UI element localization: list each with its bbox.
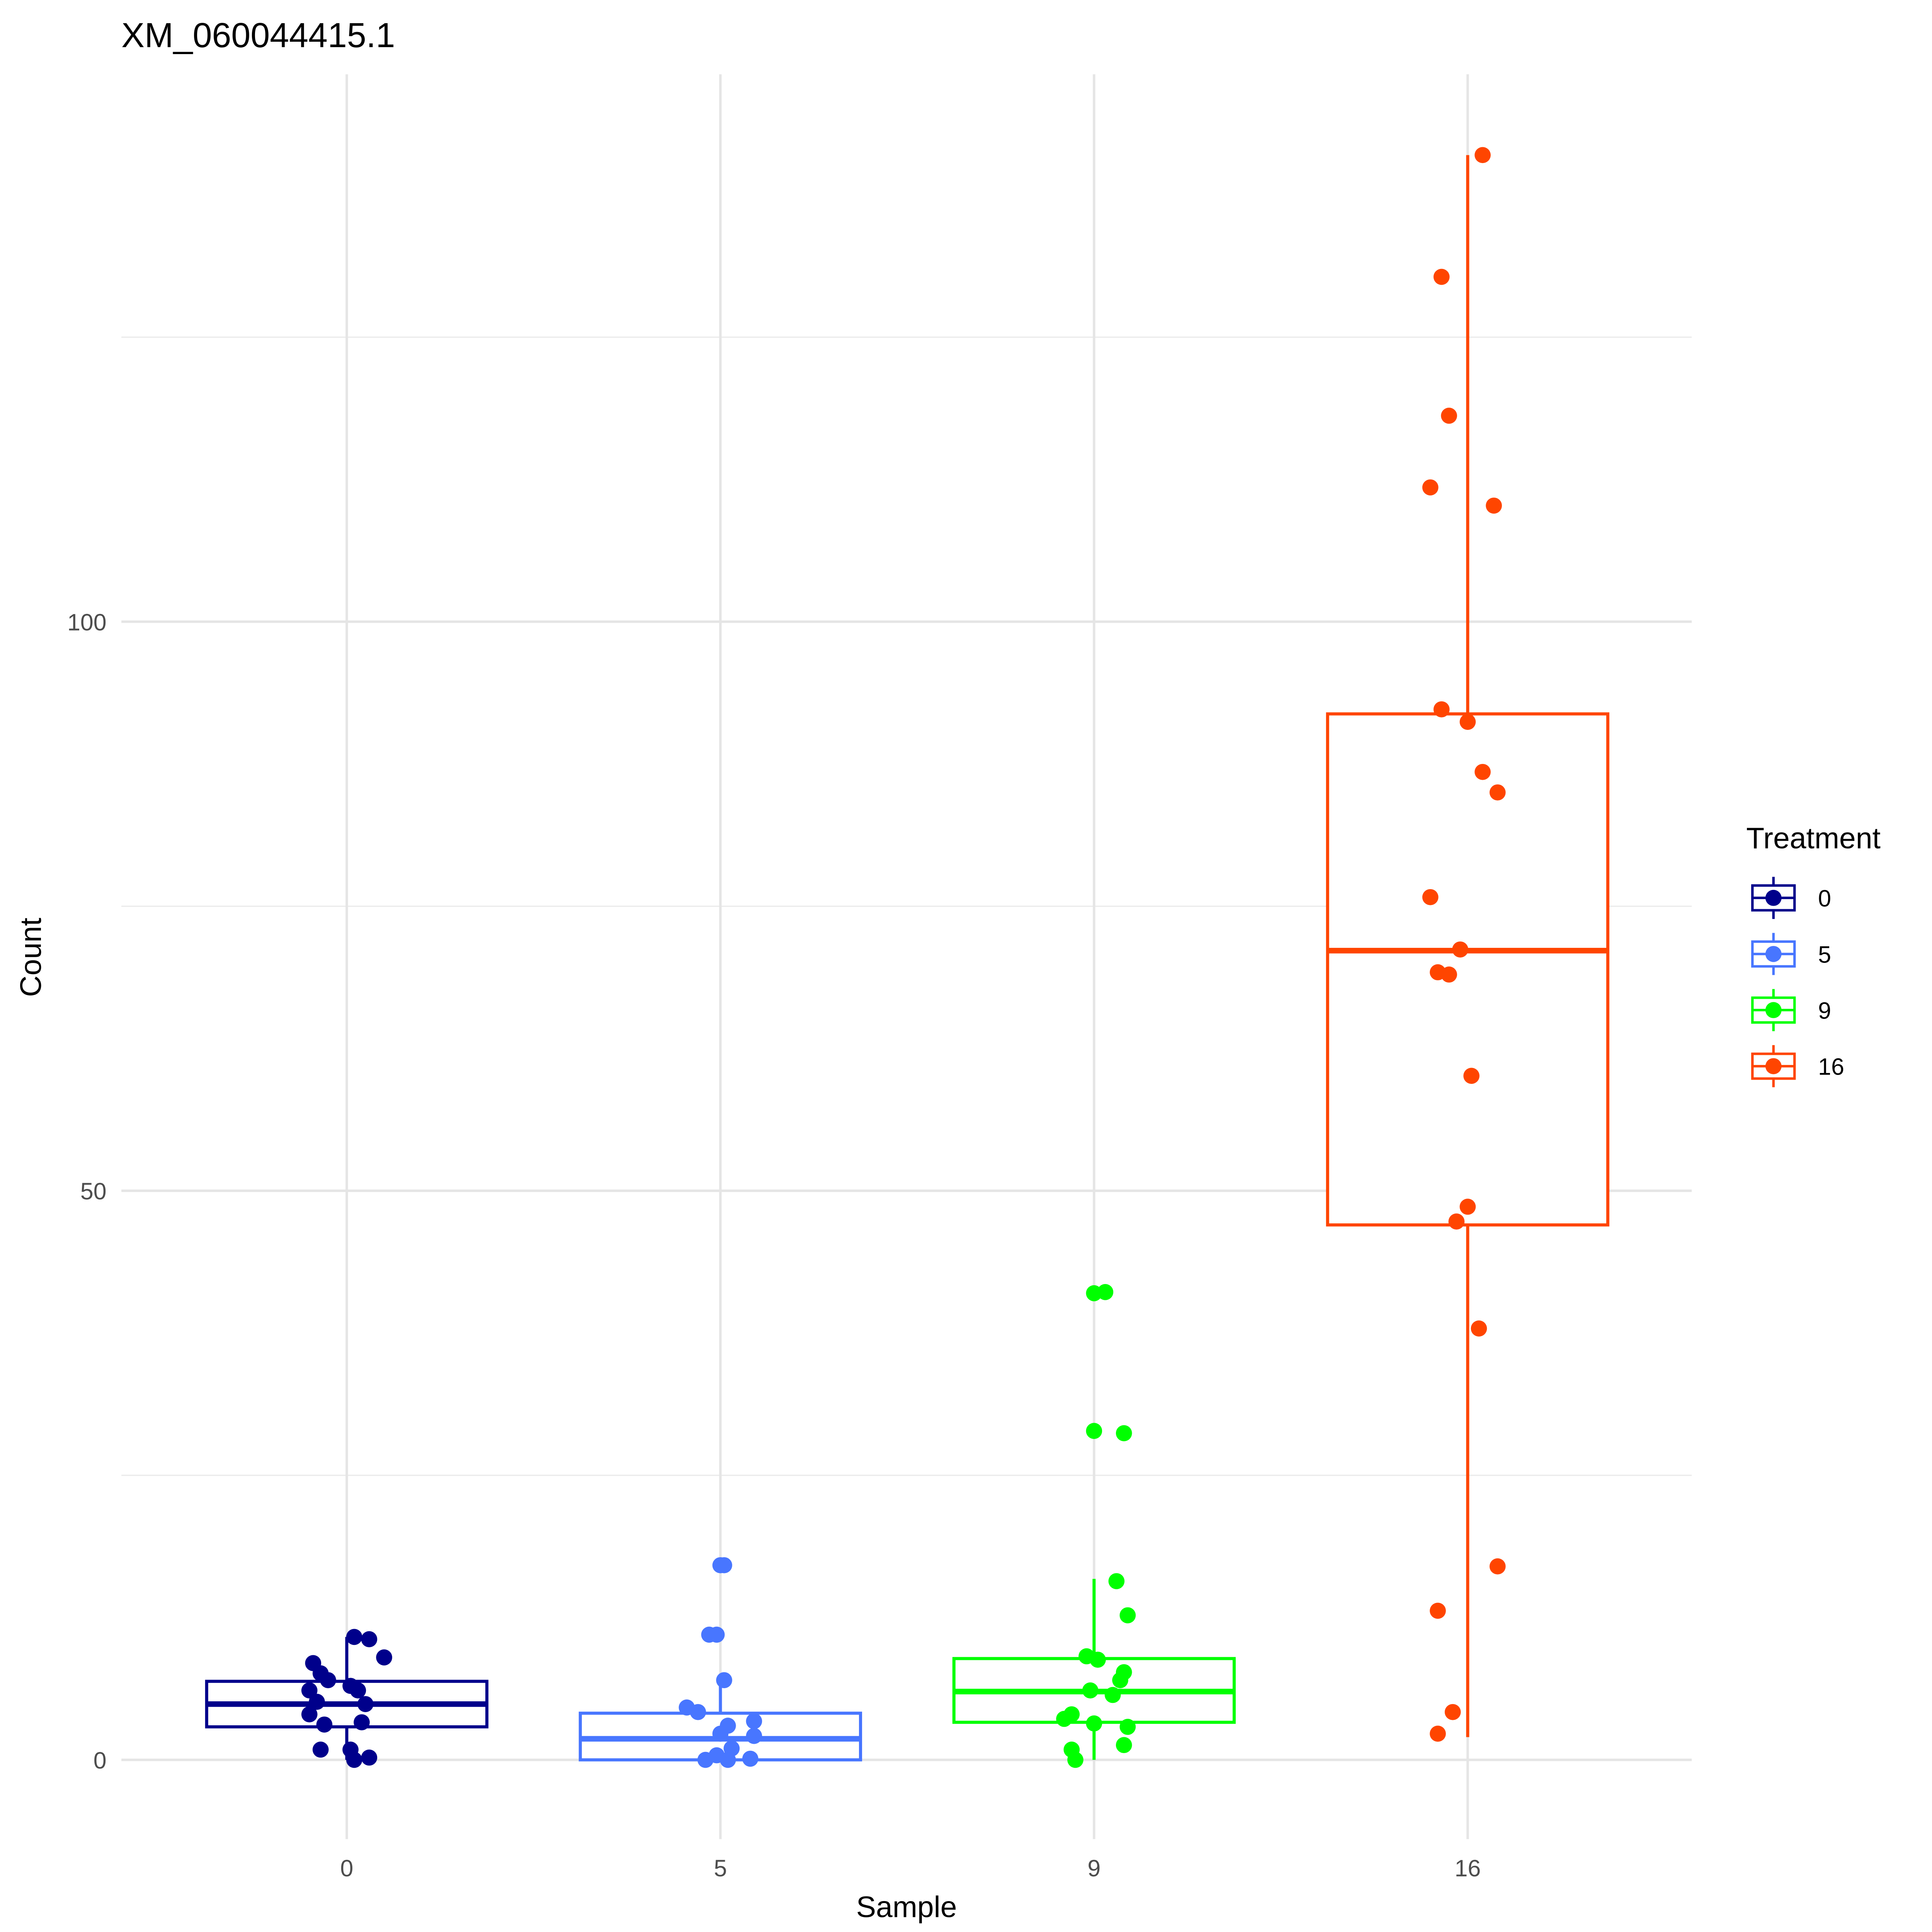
data-point bbox=[312, 1742, 329, 1758]
legend-label: 5 bbox=[1818, 941, 1831, 968]
data-point bbox=[1489, 1558, 1506, 1575]
data-point bbox=[1486, 497, 1502, 514]
y-tick-label: 100 bbox=[67, 609, 107, 635]
data-point bbox=[1422, 479, 1439, 496]
data-point bbox=[357, 1696, 374, 1712]
data-point bbox=[1104, 1687, 1121, 1703]
data-point bbox=[301, 1682, 318, 1699]
x-tick-label: 16 bbox=[1455, 1855, 1481, 1881]
data-point bbox=[1448, 1213, 1465, 1230]
data-point bbox=[716, 1557, 732, 1573]
data-point bbox=[742, 1750, 759, 1767]
data-point bbox=[1116, 1425, 1132, 1441]
data-point bbox=[1459, 1199, 1476, 1215]
data-point bbox=[346, 1752, 362, 1768]
data-point bbox=[1097, 1284, 1114, 1300]
data-point bbox=[316, 1716, 333, 1733]
chart-title: XM_060044415.1 bbox=[121, 16, 395, 55]
data-point bbox=[1112, 1672, 1128, 1689]
data-point bbox=[1108, 1573, 1125, 1589]
data-point bbox=[1067, 1752, 1083, 1768]
legend-title: Treatment bbox=[1746, 822, 1881, 855]
legend-key-point bbox=[1765, 889, 1782, 906]
y-axis-label: Count bbox=[14, 918, 48, 997]
data-point bbox=[1082, 1682, 1099, 1699]
data-point bbox=[746, 1728, 762, 1744]
data-point bbox=[1086, 1423, 1102, 1439]
data-point bbox=[1471, 1320, 1487, 1337]
data-point bbox=[1444, 1704, 1461, 1720]
legend-key-point bbox=[1765, 1002, 1782, 1018]
data-point bbox=[1489, 784, 1506, 801]
data-point bbox=[309, 1694, 325, 1710]
data-point bbox=[708, 1626, 725, 1643]
data-point bbox=[1441, 408, 1457, 424]
data-point bbox=[1433, 701, 1450, 718]
data-point bbox=[376, 1649, 392, 1666]
x-axis-label: Sample bbox=[856, 1891, 957, 1924]
data-point bbox=[1056, 1711, 1072, 1727]
data-point bbox=[320, 1672, 336, 1689]
data-point bbox=[690, 1704, 706, 1720]
box-16 bbox=[1326, 712, 1610, 1227]
data-point bbox=[1119, 1719, 1136, 1735]
legend-key-point bbox=[1765, 1058, 1782, 1075]
data-point bbox=[1430, 1602, 1446, 1619]
legend-label: 9 bbox=[1818, 998, 1831, 1024]
data-point bbox=[1459, 714, 1476, 730]
data-point bbox=[746, 1713, 762, 1730]
data-point bbox=[716, 1672, 732, 1689]
data-point bbox=[1119, 1607, 1136, 1624]
data-point bbox=[1475, 147, 1491, 163]
legend: Treatment 0 5 9 16 bbox=[1746, 822, 1881, 1087]
y-tick-label: 0 bbox=[94, 1747, 107, 1774]
data-points bbox=[301, 147, 1506, 1768]
data-point bbox=[1430, 1725, 1446, 1742]
legend-label: 0 bbox=[1818, 885, 1831, 912]
data-point bbox=[697, 1752, 714, 1768]
data-point bbox=[1452, 941, 1468, 958]
data-point bbox=[346, 1629, 362, 1645]
data-point bbox=[1433, 269, 1450, 285]
data-point bbox=[1086, 1715, 1102, 1732]
data-point bbox=[719, 1752, 736, 1768]
legend-key-point bbox=[1765, 946, 1782, 962]
data-point bbox=[1441, 966, 1457, 983]
x-tick-label: 0 bbox=[340, 1855, 354, 1881]
data-point bbox=[1090, 1651, 1106, 1668]
legend-label: 16 bbox=[1818, 1054, 1844, 1080]
axes: 0 50 100 0 5 9 16 bbox=[67, 609, 1481, 1881]
x-tick-label: 9 bbox=[1087, 1855, 1100, 1881]
data-point bbox=[1116, 1737, 1132, 1753]
data-point bbox=[361, 1631, 378, 1648]
x-tick-label: 5 bbox=[714, 1855, 727, 1881]
data-point bbox=[1475, 764, 1491, 780]
y-tick-label: 50 bbox=[80, 1178, 107, 1204]
data-point bbox=[354, 1714, 370, 1731]
data-point bbox=[1422, 889, 1439, 905]
data-point bbox=[301, 1706, 318, 1723]
data-point bbox=[1463, 1068, 1480, 1084]
data-point bbox=[350, 1682, 366, 1699]
data-point bbox=[712, 1725, 729, 1742]
data-point bbox=[361, 1749, 378, 1766]
